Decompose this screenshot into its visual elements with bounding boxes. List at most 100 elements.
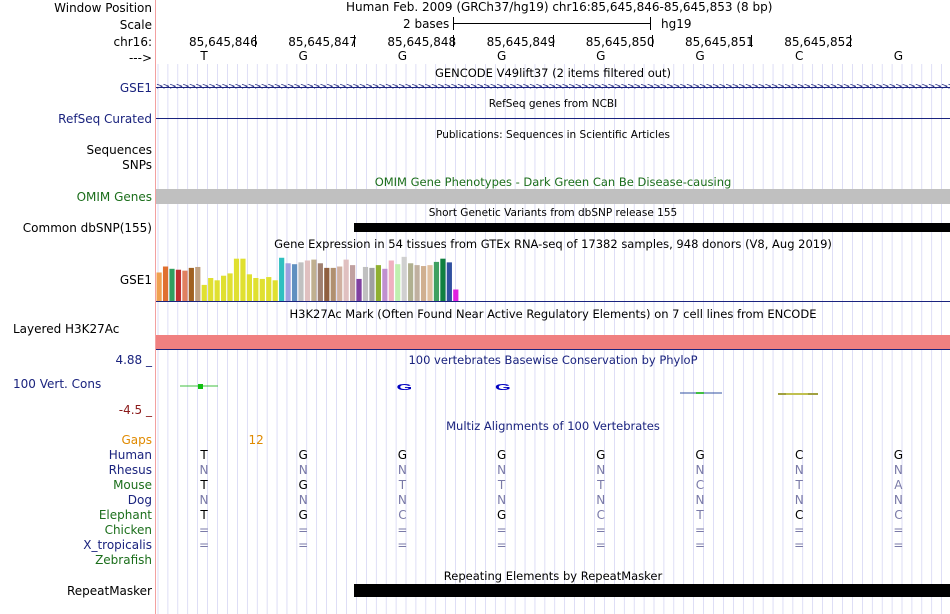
alignment-base: T <box>200 508 208 522</box>
refseq-track-label[interactable]: RefSeq Curated <box>58 112 152 126</box>
alignment-base: N <box>695 493 705 507</box>
conservation-plot[interactable]: G G <box>156 370 950 410</box>
gtex-tissue-bar[interactable] <box>408 263 414 301</box>
conservation-track-label[interactable]: 100 Vert. Cons <box>13 377 102 391</box>
gtex-tissue-bar[interactable] <box>259 278 265 301</box>
gtex-tissue-bar[interactable] <box>350 265 356 301</box>
gtex-tissue-bar[interactable] <box>272 280 278 301</box>
gtex-tissue-bar[interactable] <box>279 257 285 301</box>
gtex-tissue-bar[interactable] <box>169 268 175 301</box>
gtex-tissue-bar[interactable] <box>214 280 220 301</box>
gtex-tissue-bar[interactable] <box>337 266 343 302</box>
alignment-base: = <box>198 523 210 537</box>
gencode-track-label[interactable]: GSE1 <box>119 81 152 95</box>
gtex-tissue-bar[interactable] <box>221 275 227 301</box>
alignment-base: = <box>794 523 805 537</box>
publications-track-label[interactable]: Sequences <box>86 143 152 157</box>
ruler-position-label: 85,645,847 <box>288 35 357 49</box>
gtex-tissue-bar[interactable] <box>446 262 452 301</box>
dbsnp-variant-bar[interactable] <box>354 223 950 232</box>
species-label[interactable]: X_tropicalis <box>83 538 152 552</box>
conservation-logo-g: G <box>495 383 511 392</box>
gtex-tissue-bar[interactable] <box>356 278 362 301</box>
gtex-tissue-bar[interactable] <box>395 264 401 301</box>
dbsnp-track-label[interactable]: Common dbSNP(155) <box>22 221 152 235</box>
alignment-base: N <box>497 463 507 477</box>
gtex-tissue-bar[interactable] <box>291 264 298 301</box>
track-data-area[interactable]: Human Feb. 2009 (GRCh37/hg19) chr16:85,6… <box>156 0 950 614</box>
gtex-tissue-bar[interactable] <box>162 266 169 302</box>
gtex-tissue-bar[interactable] <box>233 258 240 301</box>
gtex-bar-chart[interactable] <box>156 253 950 301</box>
alignment-base: C <box>596 508 605 522</box>
alignment-base: C <box>794 508 804 522</box>
species-label[interactable]: Mouse <box>113 478 152 492</box>
repeatmasker-track-label[interactable]: RepeatMasker <box>66 584 152 598</box>
gtex-tissue-bar[interactable] <box>382 268 388 301</box>
gtex-tissue-bar[interactable] <box>285 263 291 301</box>
ruler-tick <box>751 35 752 47</box>
gtex-tissue-bar[interactable] <box>298 262 304 301</box>
gtex-tissue-bar[interactable] <box>317 263 323 301</box>
gtex-tissue-bar[interactable] <box>440 258 446 301</box>
gtex-tissue-bar[interactable] <box>208 278 214 301</box>
gtex-tissue-bar[interactable] <box>156 272 162 301</box>
omim-feature-bar[interactable] <box>156 189 950 204</box>
ruler-tick <box>552 35 554 47</box>
gtex-tissue-bar[interactable] <box>427 265 433 301</box>
gtex-tissue-bar[interactable] <box>414 265 420 301</box>
gtex-tissue-bar[interactable] <box>420 266 427 301</box>
gtex-tissue-bar[interactable] <box>388 260 394 301</box>
repeatmasker-element-bar[interactable] <box>354 584 950 597</box>
gtex-tissue-bar[interactable] <box>182 270 188 301</box>
alignment-base: N <box>497 493 507 507</box>
publications-track-title: Publications: Sequences in Scientific Ar… <box>436 129 670 141</box>
gtex-tissue-bar[interactable] <box>195 266 201 301</box>
ruler-tick <box>354 35 356 47</box>
species-label[interactable]: Human <box>108 448 152 462</box>
species-label[interactable]: Zebrafish <box>95 553 152 567</box>
snps-track-label[interactable]: SNPs <box>122 158 152 172</box>
alignment-base: N <box>893 463 903 477</box>
gtex-tissue-bar[interactable] <box>201 284 207 301</box>
gtex-tissue-bar[interactable] <box>175 269 182 301</box>
gtex-tissue-bar[interactable] <box>253 278 259 301</box>
species-label[interactable]: Rhesus <box>108 463 152 477</box>
gtex-tissue-bar[interactable] <box>227 273 233 301</box>
gtex-tissue-bar[interactable] <box>266 277 272 301</box>
alignment-base: T <box>597 478 605 492</box>
reference-base: G <box>496 49 507 63</box>
alignment-base: N <box>298 463 308 477</box>
gtex-tissue-bar[interactable] <box>375 265 381 301</box>
refseq-gene-line[interactable] <box>156 118 950 119</box>
gtex-tissue-bar[interactable] <box>246 274 252 301</box>
ruler-position-label: 85,645,846 <box>189 35 258 49</box>
gencode-gene-line[interactable] <box>156 87 950 88</box>
ruler-position-label: 85,645,851 <box>685 35 754 49</box>
dbsnp-track-title: Short Genetic Variants from dbSNP releas… <box>428 207 678 219</box>
species-label[interactable]: Chicken <box>104 523 152 537</box>
alignment-base: 12 <box>248 433 264 447</box>
species-label[interactable]: Elephant <box>98 508 152 522</box>
gtex-tissue-bar[interactable] <box>362 266 369 301</box>
species-label[interactable]: Dog <box>127 493 152 507</box>
gtex-tissue-bar[interactable] <box>330 267 336 301</box>
gtex-tissue-bar[interactable] <box>453 289 459 302</box>
gtex-tissue-bar[interactable] <box>324 267 330 301</box>
h3k27ac-track-label[interactable]: Layered H3K27Ac <box>13 322 120 336</box>
gtex-tissue-bar[interactable] <box>401 256 407 301</box>
gtex-tissue-bar[interactable] <box>343 259 349 301</box>
gtex-tissue-bar[interactable] <box>369 267 375 301</box>
omim-track-title: OMIM Gene Phenotypes - Dark Green Can Be… <box>374 175 732 189</box>
gtex-tissue-bar[interactable] <box>311 259 317 301</box>
gtex-track-label[interactable]: GSE1 <box>119 273 152 287</box>
h3k27ac-signal[interactable] <box>156 335 950 349</box>
species-label[interactable]: Gaps <box>121 433 152 447</box>
gtex-tissue-bar[interactable] <box>188 267 194 301</box>
gtex-tissue-bar[interactable] <box>304 260 311 301</box>
reference-base: G <box>893 49 904 63</box>
gtex-tissue-bar[interactable] <box>433 261 440 301</box>
gencode-track-title: GENCODE V49lift37 (2 items filtered out) <box>434 66 672 80</box>
gtex-tissue-bar[interactable] <box>240 258 246 301</box>
omim-track-label[interactable]: OMIM Genes <box>76 190 152 204</box>
